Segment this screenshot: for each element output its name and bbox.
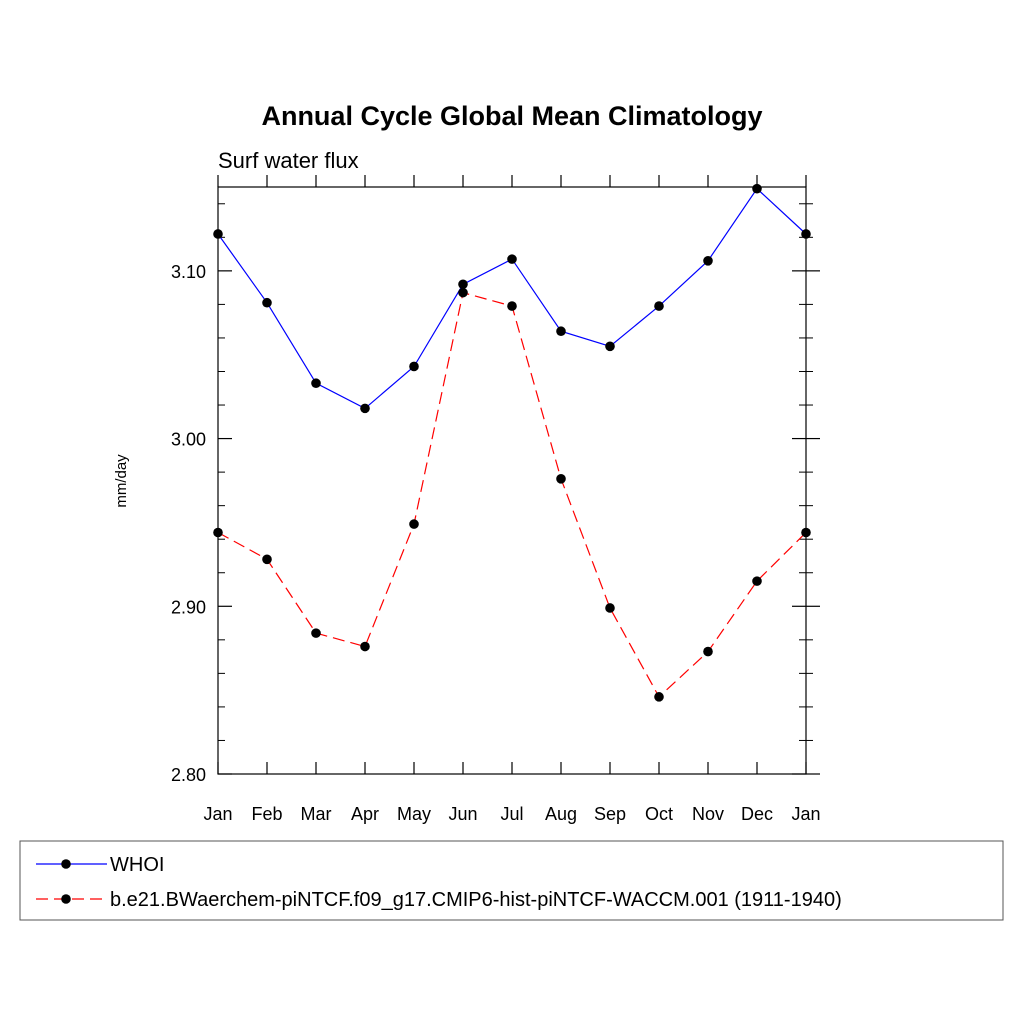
series-1-point: [213, 229, 223, 239]
series-2-point: [360, 641, 370, 652]
x-tick-label: Feb: [251, 804, 282, 824]
series-1-point: [801, 229, 811, 239]
x-tick-label: Jan: [203, 804, 232, 824]
x-tick-label: Sep: [594, 804, 626, 824]
x-tick-label: Jan: [791, 804, 820, 824]
series-1-point: [409, 361, 419, 372]
legend-label-1: WHOI: [110, 854, 164, 876]
x-tick-label: Apr: [351, 804, 379, 824]
series-1-point: [654, 301, 664, 311]
plot-frame: [217, 186, 807, 775]
series-1-point: [311, 378, 321, 389]
y-tick-label: 3.10: [171, 262, 206, 282]
series-1-point: [360, 403, 370, 414]
series-2-point: [801, 527, 811, 538]
series-line-2: [217, 291, 807, 698]
series-2-point: [262, 554, 272, 565]
x-tick-label: Oct: [645, 804, 673, 824]
series-2-point: [556, 474, 566, 484]
series-1-point: [507, 254, 517, 264]
series-2-point: [458, 287, 468, 298]
y-tick-label: 2.90: [171, 597, 206, 617]
series-2-point: [213, 527, 223, 538]
x-tick-label: Mar: [301, 804, 332, 824]
y-tick-label: 2.80: [171, 765, 206, 785]
series-2-point: [654, 692, 664, 702]
y-axis-label: mm/day: [113, 454, 130, 508]
series-2-point: [409, 519, 419, 529]
x-tick-label: Jul: [500, 804, 523, 824]
series-2-point: [507, 301, 517, 311]
legend-label-2: b.e21.BWaerchem-piNTCF.f09_g17.CMIP6-his…: [110, 889, 842, 911]
y-tick-label: 3.00: [171, 430, 206, 450]
series-1-point: [262, 297, 272, 308]
chart-subtitle: Surf water flux: [218, 148, 359, 173]
chart-title: Annual Cycle Global Mean Climatology: [261, 101, 762, 131]
series-layer: [213, 183, 811, 702]
x-tick-label: Nov: [692, 804, 724, 824]
series-2-point: [703, 646, 713, 657]
x-tick-label: Aug: [545, 804, 577, 824]
series-2-point: [752, 576, 762, 586]
x-tick-label: Jun: [448, 804, 477, 824]
legend: WHOI b.e21.BWaerchem-piNTCF.f09_g17.CMIP6…: [19, 840, 1004, 921]
tick-marks: 2.80 2.90 3.00 3.10 Jan Feb Mar Apr May Jun Jul Aug…: [171, 175, 821, 824]
legend-marker-1: [61, 859, 71, 869]
x-tick-label: Dec: [741, 804, 773, 824]
series-line-1: [217, 187, 807, 410]
series-1-point: [703, 255, 713, 266]
series-1-point: [752, 183, 762, 194]
series-2-point: [311, 628, 321, 638]
x-tick-label: May: [397, 804, 431, 824]
legend-marker-2: [61, 894, 71, 904]
legend-box: [19, 840, 1004, 921]
series-2-point: [605, 603, 615, 613]
series-1-point: [458, 279, 468, 290]
series-1-point: [605, 341, 615, 352]
series-1-point: [556, 326, 566, 337]
